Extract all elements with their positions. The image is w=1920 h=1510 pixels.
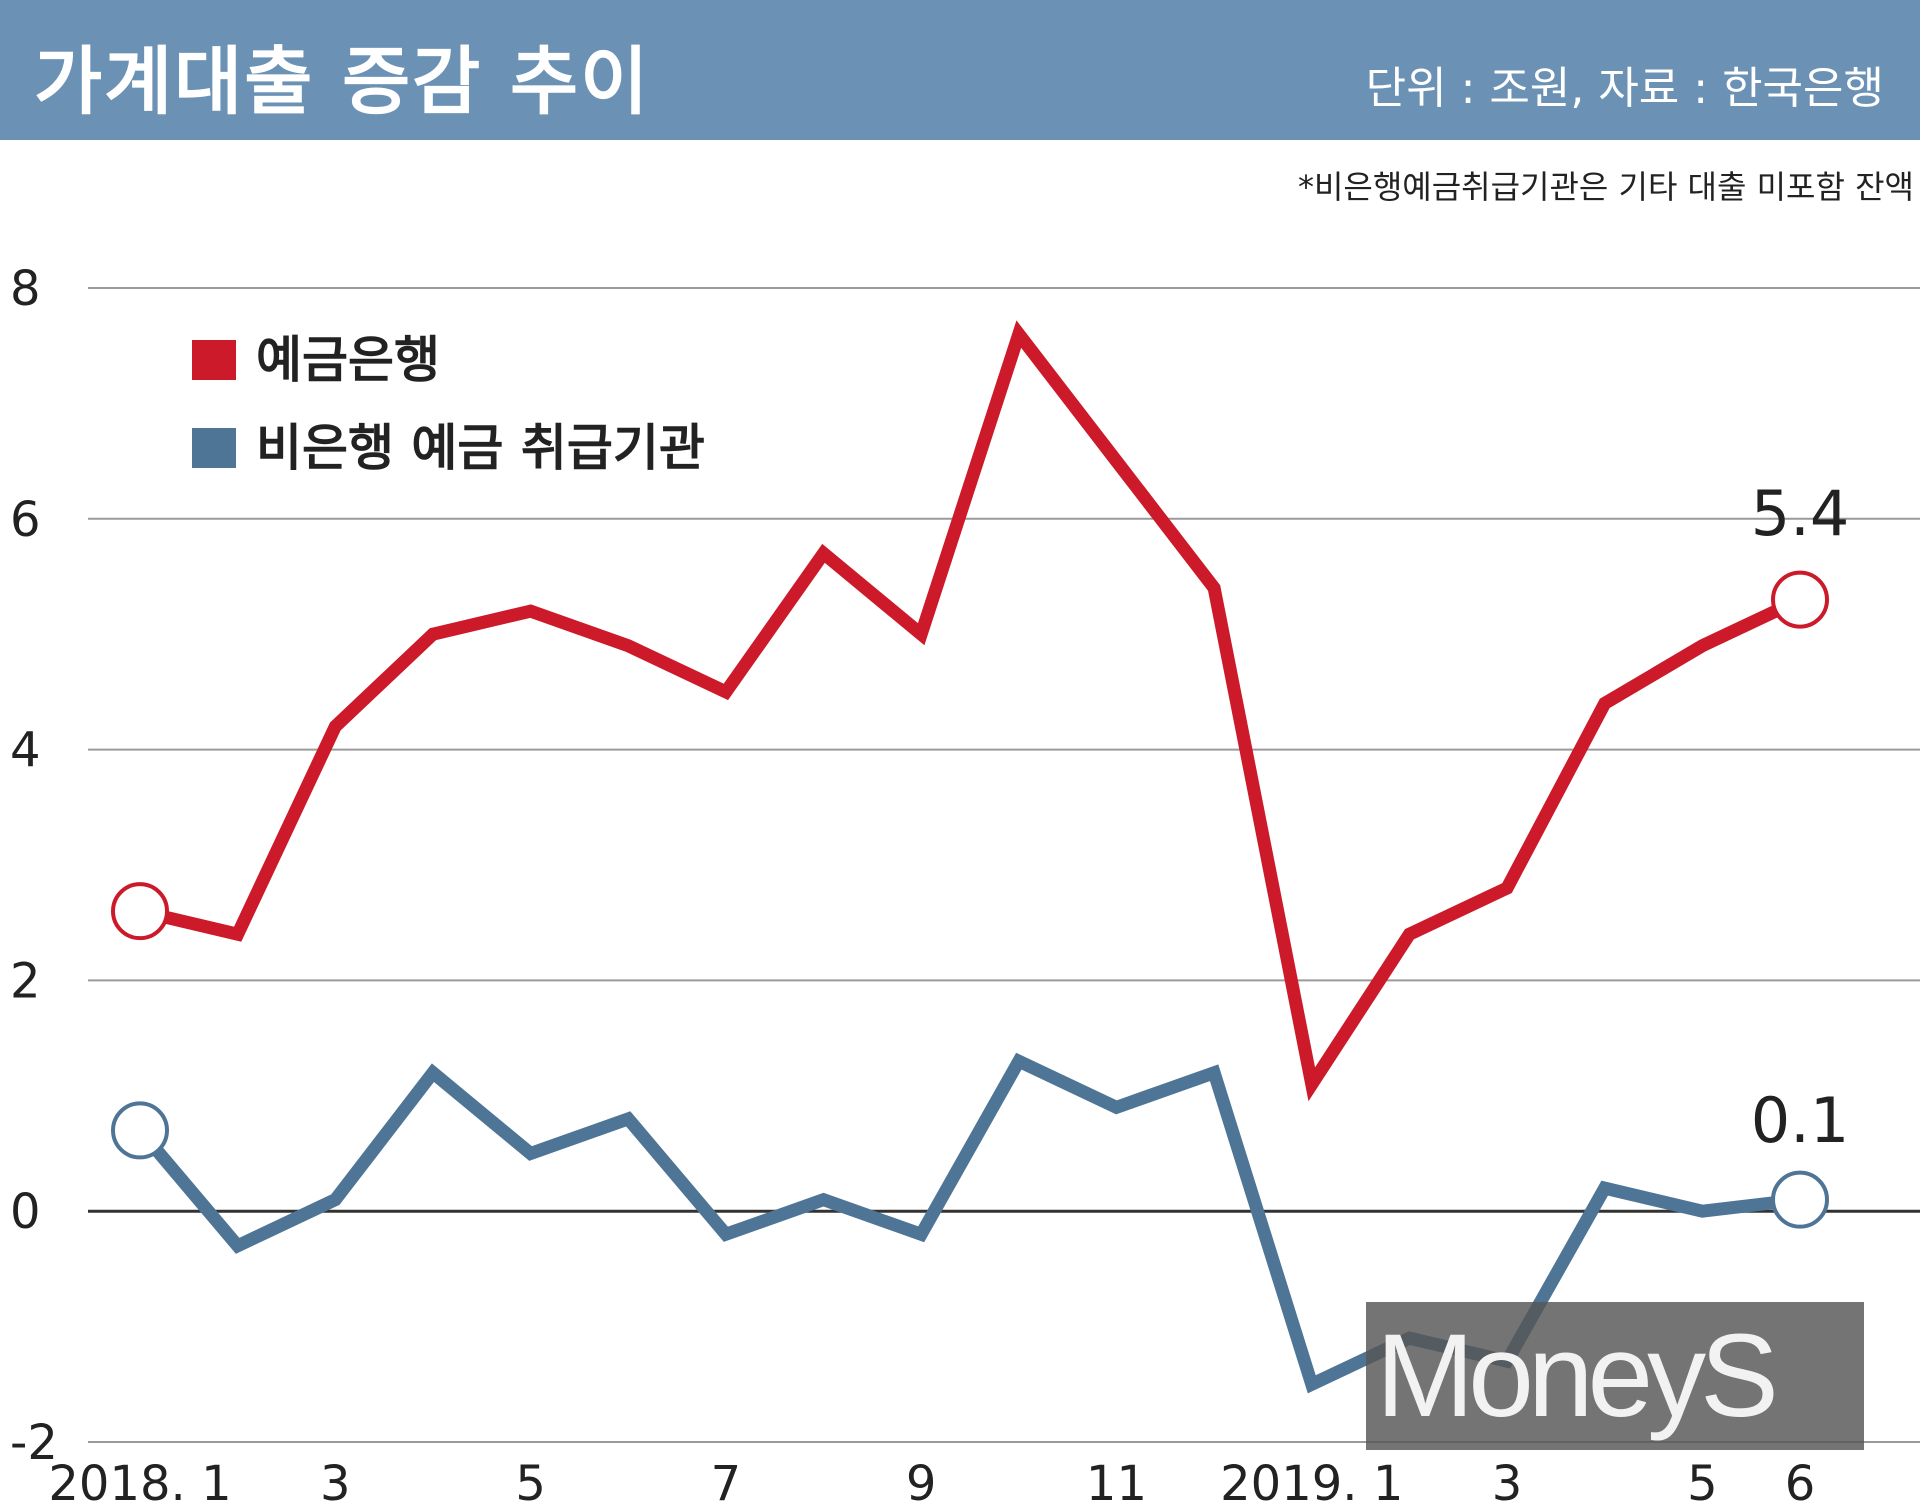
data-point-s0-16 [1701, 645, 1703, 647]
legend-label-bank: 예금은행 [256, 331, 440, 389]
y-tick-label-4: 0 [10, 1184, 41, 1240]
x-tick-label-8: 9 [906, 1456, 937, 1510]
data-point-s1-10 [1115, 1106, 1117, 1108]
marker-s1-17 [1771, 1170, 1829, 1229]
x-tick-label-6: 7 [711, 1456, 742, 1510]
series-line-0 [138, 320, 1803, 1102]
chart-header: 가계대출 증감 추이 단위 : 조원, 자료 : 한국은행 [0, 0, 1920, 140]
legend-swatch-bank [192, 340, 236, 380]
end-label-nonbank: 0.1 [1751, 1084, 1850, 1157]
gridlines [88, 287, 1920, 1443]
marker-s1-0 [111, 1101, 169, 1160]
data-point-s1-8 [920, 1233, 922, 1235]
y-tick-label-0: 8 [10, 261, 41, 317]
data-point-s1-5 [627, 1118, 629, 1120]
data-point-s0-7 [823, 552, 825, 554]
data-point-s0-11 [1213, 587, 1215, 589]
y-tick-label-1: 6 [10, 492, 41, 548]
x-tick-label-10: 11 [1086, 1456, 1147, 1510]
data-point-s1-3 [432, 1072, 434, 1074]
data-point-s1-15 [1604, 1187, 1606, 1189]
x-tick-label-2: 3 [320, 1456, 351, 1510]
x-tick-label-14: 3 [1492, 1456, 1523, 1510]
data-point-s1-9 [1018, 1060, 1020, 1062]
x-axis-ticks: 2018. 1 3 5 7 9 11 2019. 1 3 5 6 [48, 1456, 1815, 1510]
data-point-s0-15 [1604, 702, 1606, 704]
x-tick-label-17: 6 [1785, 1456, 1816, 1510]
series-lines [111, 320, 1829, 1394]
legend: 예금은행 비은행 예금 취급기관 [192, 331, 705, 477]
data-point-s0-12 [1311, 1083, 1313, 1085]
data-point-s1-7 [823, 1199, 825, 1201]
unit-source-note: 단위 : 조원, 자료 : 한국은행 [1365, 63, 1884, 114]
marker-s0-0 [111, 882, 169, 941]
data-point-s0-5 [627, 645, 629, 647]
footnote: *비은행예금취급기관은 기타 대출 미포함 잔액 [1297, 168, 1914, 206]
data-point-s0-9 [1018, 333, 1020, 335]
data-point-s0-6 [725, 691, 727, 693]
legend-label-nonbank: 비은행 예금 취급기관 [256, 419, 705, 477]
data-point-s1-12 [1311, 1383, 1313, 1385]
data-point-s1-16 [1701, 1210, 1703, 1212]
x-tick-label-12: 2019. 1 [1220, 1456, 1403, 1510]
data-point-s0-14 [1506, 887, 1508, 889]
watermark-text: MoneyS [1376, 1310, 1779, 1442]
y-axis-ticks: 8 6 4 2 0 -2 [10, 261, 58, 1471]
legend-swatch-nonbank [192, 428, 236, 468]
x-tick-label-0: 2018. 1 [48, 1456, 231, 1510]
data-point-s0-2 [334, 726, 336, 728]
data-point-s1-1 [237, 1245, 239, 1247]
marker-s0-17 [1771, 570, 1829, 629]
y-tick-label-3: 2 [10, 953, 41, 1009]
data-point-s0-10 [1115, 460, 1117, 462]
y-tick-label-2: 4 [10, 723, 41, 779]
data-point-s0-1 [237, 933, 239, 935]
data-point-s1-2 [334, 1199, 336, 1201]
data-point-s0-4 [530, 610, 532, 612]
data-point-s1-11 [1213, 1072, 1215, 1074]
data-point-s1-6 [725, 1233, 727, 1235]
end-label-bank: 5.4 [1751, 477, 1850, 550]
data-point-s0-13 [1408, 933, 1410, 935]
x-tick-label-16: 5 [1687, 1456, 1718, 1510]
data-point-s0-8 [920, 633, 922, 635]
chart-title: 가계대출 증감 추이 [34, 39, 651, 125]
y-tick-label-5: -2 [10, 1415, 58, 1471]
data-point-s0-3 [432, 633, 434, 635]
x-tick-label-4: 5 [515, 1456, 546, 1510]
moneys-watermark-logo: MoneyS [1366, 1302, 1864, 1450]
data-point-s1-4 [530, 1153, 532, 1155]
